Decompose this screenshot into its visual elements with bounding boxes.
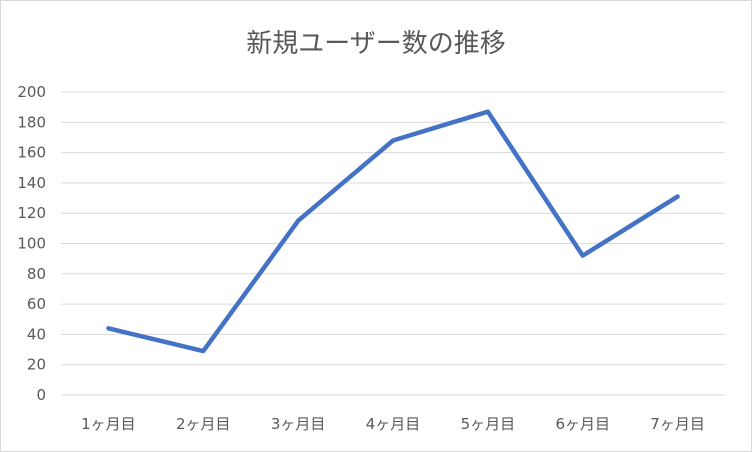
y-tick-label: 160 [17, 144, 46, 162]
y-tick-label: 60 [27, 295, 46, 313]
series-group [106, 109, 680, 354]
y-tick-label: 200 [17, 83, 46, 101]
x-tick-label: 2ヶ月目 [176, 415, 231, 433]
x-tick-label: 7ヶ月目 [650, 415, 705, 433]
y-tick-label: 180 [17, 113, 46, 131]
gridlines [61, 91, 725, 396]
series-line [106, 109, 680, 354]
y-tick-label: 0 [36, 386, 46, 404]
chart-title: 新規ユーザー数の推移 [246, 29, 506, 59]
x-tick-label: 1ヶ月目 [81, 415, 136, 433]
x-tick-label: 4ヶ月目 [366, 415, 421, 433]
y-tick-label: 140 [17, 174, 46, 192]
x-tick-label: 6ヶ月目 [555, 415, 610, 433]
y-axis-tick-labels: 0 20 40 60 80 100 120 140 160 180 200 [17, 83, 46, 404]
y-tick-label: 40 [27, 325, 46, 343]
x-axis-tick-labels: 1ヶ月目 2ヶ月目 3ヶ月目 4ヶ月目 5ヶ月目 6ヶ月目 7ヶ月目 [81, 415, 705, 433]
y-tick-label: 80 [27, 265, 46, 283]
y-tick-label: 100 [17, 235, 46, 253]
y-tick-label: 20 [27, 356, 46, 374]
x-tick-label: 3ヶ月目 [271, 415, 326, 433]
y-tick-label: 120 [17, 204, 46, 222]
x-tick-label: 5ヶ月目 [461, 415, 516, 433]
